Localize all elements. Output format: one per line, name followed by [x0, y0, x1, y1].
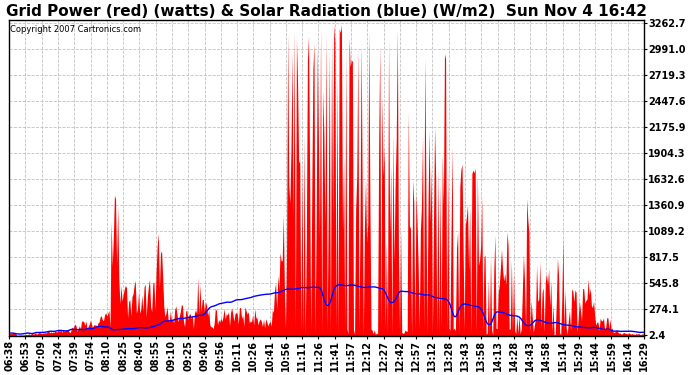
Text: Copyright 2007 Cartronics.com: Copyright 2007 Cartronics.com [10, 25, 141, 34]
Title: Grid Power (red) (watts) & Solar Radiation (blue) (W/m2)  Sun Nov 4 16:42: Grid Power (red) (watts) & Solar Radiati… [6, 4, 647, 19]
